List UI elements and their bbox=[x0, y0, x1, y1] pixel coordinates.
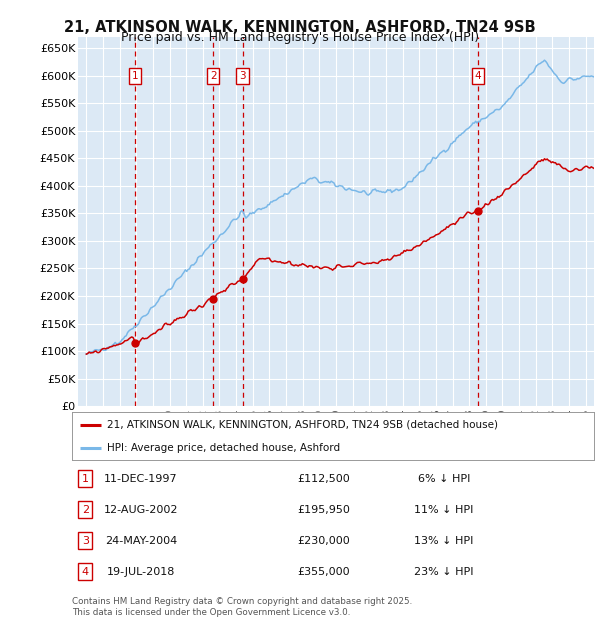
Text: 1: 1 bbox=[82, 474, 89, 484]
Text: 23% ↓ HPI: 23% ↓ HPI bbox=[414, 567, 474, 577]
Text: Contains HM Land Registry data © Crown copyright and database right 2025.
This d: Contains HM Land Registry data © Crown c… bbox=[72, 598, 412, 617]
Text: £195,950: £195,950 bbox=[298, 505, 350, 515]
Text: 21, ATKINSON WALK, KENNINGTON, ASHFORD, TN24 9SB: 21, ATKINSON WALK, KENNINGTON, ASHFORD, … bbox=[64, 20, 536, 35]
Text: 6% ↓ HPI: 6% ↓ HPI bbox=[418, 474, 470, 484]
Text: 11-DEC-1997: 11-DEC-1997 bbox=[104, 474, 178, 484]
Text: 4: 4 bbox=[82, 567, 89, 577]
Text: 3: 3 bbox=[239, 71, 246, 81]
Text: 2: 2 bbox=[82, 505, 89, 515]
Text: 24-MAY-2004: 24-MAY-2004 bbox=[105, 536, 177, 546]
Text: 19-JUL-2018: 19-JUL-2018 bbox=[107, 567, 175, 577]
Text: 13% ↓ HPI: 13% ↓ HPI bbox=[415, 536, 473, 546]
Text: £355,000: £355,000 bbox=[298, 567, 350, 577]
Text: HPI: Average price, detached house, Ashford: HPI: Average price, detached house, Ashf… bbox=[107, 443, 341, 453]
Text: 4: 4 bbox=[475, 71, 481, 81]
Text: 2: 2 bbox=[210, 71, 217, 81]
Text: 12-AUG-2002: 12-AUG-2002 bbox=[104, 505, 178, 515]
Text: Price paid vs. HM Land Registry's House Price Index (HPI): Price paid vs. HM Land Registry's House … bbox=[121, 31, 479, 44]
Text: 3: 3 bbox=[82, 536, 89, 546]
Text: 1: 1 bbox=[132, 71, 139, 81]
Text: 11% ↓ HPI: 11% ↓ HPI bbox=[415, 505, 473, 515]
Text: £112,500: £112,500 bbox=[298, 474, 350, 484]
Text: 21, ATKINSON WALK, KENNINGTON, ASHFORD, TN24 9SB (detached house): 21, ATKINSON WALK, KENNINGTON, ASHFORD, … bbox=[107, 420, 499, 430]
Text: £230,000: £230,000 bbox=[298, 536, 350, 546]
